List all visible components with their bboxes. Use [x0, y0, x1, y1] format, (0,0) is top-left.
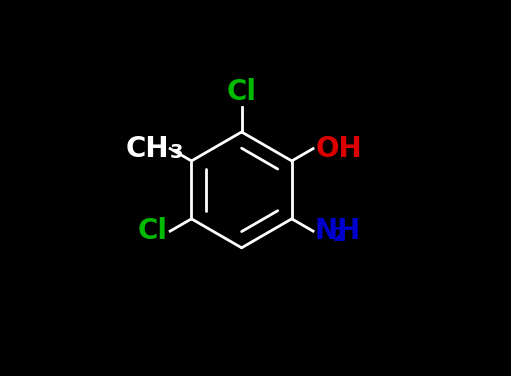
Text: Cl: Cl [138, 217, 168, 245]
Text: 3: 3 [170, 143, 183, 162]
Text: NH: NH [315, 217, 361, 245]
Text: CH: CH [125, 135, 169, 163]
Text: 2: 2 [333, 226, 346, 245]
Text: Cl: Cl [226, 78, 257, 106]
Text: OH: OH [315, 135, 362, 163]
